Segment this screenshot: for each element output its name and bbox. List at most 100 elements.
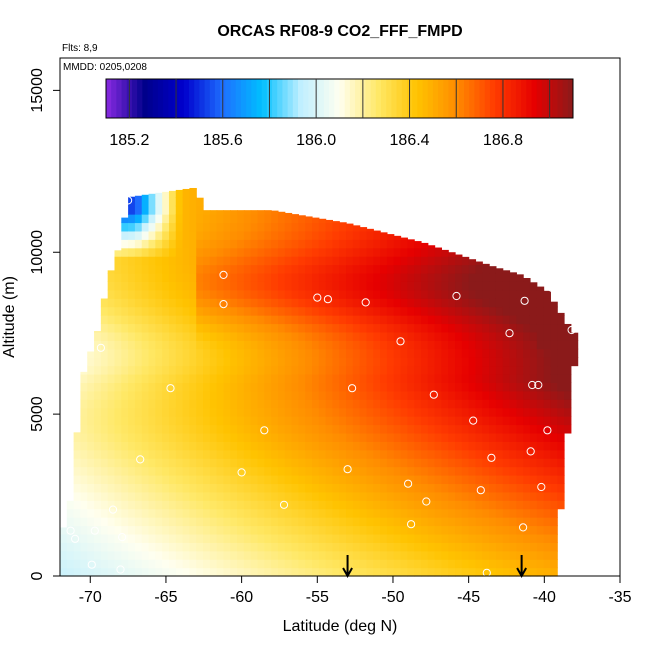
heatmap-cell (237, 331, 245, 341)
heatmap-cell (318, 491, 327, 501)
x-tick-label: -50 (381, 589, 404, 606)
colorbar-swatch (474, 79, 481, 118)
heatmap-cell (427, 550, 436, 560)
heatmap-cell (168, 508, 177, 518)
heatmap-cell (243, 416, 252, 426)
heatmap-cell (203, 399, 211, 409)
heatmap-cell (475, 474, 483, 485)
heatmap-cell (352, 399, 361, 409)
heatmap-cell (291, 382, 299, 392)
heatmap-cell (209, 542, 218, 552)
heatmap-cell (203, 533, 211, 543)
heatmap-cell (352, 281, 361, 291)
x-tick-label: -65 (154, 589, 177, 606)
heatmap-cell (264, 214, 272, 224)
heatmap-cell (148, 230, 156, 240)
heatmap-cell (529, 483, 538, 493)
heatmap-cell (373, 407, 381, 417)
heatmap-cell (114, 340, 122, 350)
heatmap-cell (94, 533, 102, 543)
heatmap-cell (318, 239, 327, 249)
heatmap-cell (455, 432, 463, 442)
heatmap-cell (298, 399, 306, 409)
heatmap-cell (386, 340, 395, 350)
heatmap-cell (264, 567, 272, 577)
heatmap-cell (557, 340, 565, 350)
heatmap-cell (189, 247, 197, 257)
heatmap-cell (284, 264, 293, 274)
heatmap-cell (407, 289, 415, 299)
heatmap-cell (325, 272, 334, 282)
heatmap-cell (475, 382, 483, 392)
heatmap-cell (196, 323, 204, 333)
heatmap-cell (162, 222, 170, 232)
heatmap-cell (393, 390, 402, 400)
heatmap-cell (536, 559, 545, 569)
heatmap-cell (148, 315, 156, 325)
heatmap-cell (455, 533, 463, 543)
heatmap-cell (80, 517, 88, 527)
heatmap-cell (291, 340, 299, 350)
heatmap-cell (250, 323, 259, 333)
heatmap-cell (400, 550, 408, 560)
colorbar-swatch (334, 79, 340, 118)
heatmap-cell (141, 525, 150, 535)
heatmap-cell (182, 533, 190, 543)
heatmap-cell (250, 214, 259, 224)
heatmap-cell (489, 382, 497, 392)
heatmap-cell (414, 281, 422, 291)
heatmap-cell (359, 500, 368, 510)
heatmap-cell (441, 340, 449, 350)
heatmap-cell (468, 500, 477, 510)
colorbar-swatch (240, 79, 247, 118)
heatmap-cell (475, 466, 483, 476)
heatmap-cell (168, 230, 177, 240)
colorbar-swatch (163, 79, 169, 118)
heatmap-cell (332, 323, 340, 333)
heatmap-cell (502, 390, 511, 400)
heatmap-cell (407, 298, 415, 308)
heatmap-cell (332, 500, 340, 510)
heatmap-cell (448, 382, 456, 392)
heatmap-cell (100, 559, 109, 569)
heatmap-cell (529, 382, 538, 392)
heatmap-cell (441, 298, 449, 308)
heatmap-cell (434, 466, 442, 476)
heatmap-cell (121, 399, 129, 409)
heatmap-cell (502, 272, 511, 282)
heatmap-cell (482, 264, 490, 274)
heatmap-cell (557, 357, 565, 367)
heatmap-cell (264, 382, 272, 392)
heatmap-cell (305, 508, 313, 518)
heatmap-cell (121, 559, 129, 569)
heatmap-cell (305, 365, 313, 375)
heatmap-cell (175, 517, 184, 527)
heatmap-cell (448, 491, 456, 501)
heatmap-cell (516, 424, 524, 434)
heatmap-cell (196, 416, 204, 426)
heatmap-cell (359, 441, 368, 451)
heatmap-cell (94, 424, 102, 434)
heatmap-cell (461, 517, 470, 527)
dates-annotation: MMDD: 0205,0208 (63, 62, 147, 73)
heatmap-cell (400, 373, 408, 383)
heatmap-cell (291, 491, 299, 501)
heatmap-cell (107, 550, 116, 560)
colorbar-swatch (230, 79, 237, 118)
heatmap-cell (495, 382, 504, 392)
heatmap-cell (332, 331, 340, 341)
heatmap-cell (291, 500, 299, 510)
heatmap-cell (209, 281, 218, 291)
heatmap-cell (134, 289, 143, 299)
heatmap-cell (325, 390, 334, 400)
heatmap-cell (509, 323, 517, 333)
heatmap-cell (121, 416, 129, 426)
colorbar-swatch (370, 79, 377, 118)
heatmap-cell (271, 357, 279, 367)
heatmap-cell (366, 272, 374, 282)
heatmap-cell (516, 466, 524, 476)
heatmap-cell (155, 205, 163, 215)
heatmap-cell (557, 441, 565, 451)
heatmap-cell (312, 247, 320, 257)
heatmap-cell (461, 323, 470, 333)
